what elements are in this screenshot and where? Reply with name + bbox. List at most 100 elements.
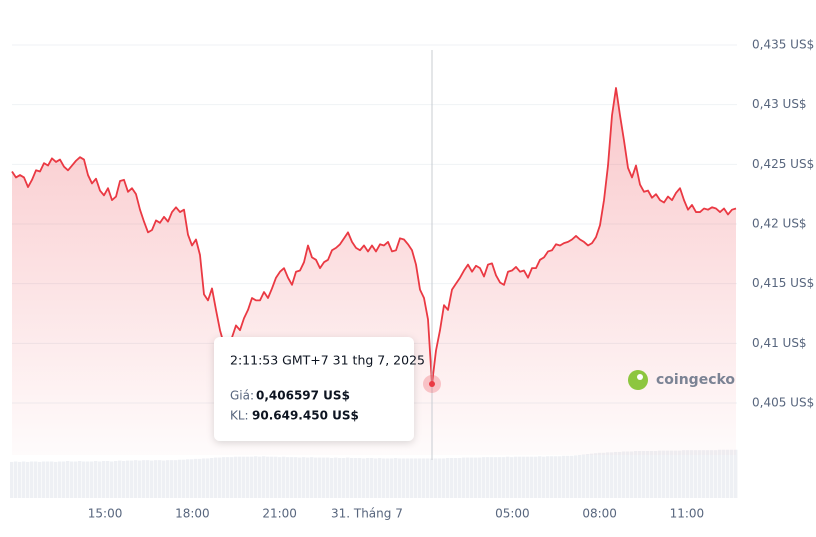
volume-bar <box>142 460 146 498</box>
volume-bar <box>366 458 370 498</box>
volume-bar <box>690 450 694 498</box>
volume-bar <box>194 458 198 498</box>
volume-bar <box>254 456 258 498</box>
volume-bar <box>630 451 634 498</box>
x-tick-label: 08:00 <box>582 507 617 521</box>
volume-bar <box>82 461 86 498</box>
volume-bar <box>282 456 286 498</box>
volume-bar <box>434 458 438 498</box>
volume-bar <box>554 456 558 498</box>
volume-bar <box>250 456 254 498</box>
volume-bar <box>374 458 378 498</box>
volume-bar <box>114 461 118 498</box>
tooltip-price-label: Giá: <box>230 389 254 403</box>
volume-bar <box>290 457 294 498</box>
volume-bar <box>270 456 274 498</box>
volume-bar <box>202 458 206 498</box>
volume-bar <box>130 460 134 498</box>
volume-bar <box>450 458 454 498</box>
volume-bar <box>622 451 626 498</box>
plot <box>11 50 737 460</box>
volume-bar <box>454 458 458 498</box>
volume-bar <box>438 458 442 498</box>
volume-bar <box>34 461 38 498</box>
volume-bar <box>338 458 342 498</box>
volume-bar <box>618 451 622 498</box>
y-tick-label: 0,415 US$ <box>752 276 814 290</box>
volume-bar <box>706 450 710 498</box>
x-tick-label: 11:00 <box>670 507 705 521</box>
volume-bar <box>286 457 290 498</box>
volume-bar <box>178 459 182 498</box>
volume-bar <box>102 461 106 498</box>
volume-bar <box>638 451 642 498</box>
volume-bar <box>710 450 714 498</box>
volume-bar <box>70 461 74 498</box>
volume-bar <box>642 451 646 498</box>
logo-eye <box>637 374 643 380</box>
x-tick-label: 15:00 <box>88 507 123 521</box>
volume-bar <box>522 456 526 498</box>
x-tick-label: 05:00 <box>495 507 530 521</box>
volume-bar <box>506 456 510 498</box>
volume-bar <box>22 461 26 498</box>
volume-bar <box>546 456 550 498</box>
volume-bar <box>198 458 202 498</box>
volume-bar <box>718 449 722 498</box>
volume-bar <box>670 450 674 498</box>
volume-bar <box>558 456 562 498</box>
area <box>12 87 736 456</box>
volume-bar <box>446 458 450 498</box>
volume-bar <box>38 461 42 498</box>
volume-bar <box>154 460 158 498</box>
watermark-text: coingecko <box>656 372 735 388</box>
volume-bar <box>470 457 474 498</box>
volume-bar <box>394 458 398 498</box>
volume-bar <box>490 457 494 498</box>
volume-bar <box>650 451 654 498</box>
volume-bar <box>726 449 730 498</box>
volume-bar <box>686 450 690 498</box>
volume-bar <box>14 461 18 498</box>
hover-point <box>429 380 435 387</box>
volume-bar <box>678 450 682 498</box>
volume-bar <box>370 458 374 498</box>
y-tick-label: 0,41 US$ <box>752 336 807 350</box>
volume-bar <box>334 457 338 498</box>
volume-bar <box>566 455 570 498</box>
volume-bar <box>118 460 122 498</box>
volume-bar <box>510 457 514 498</box>
volume-bar <box>538 456 542 498</box>
volume-bar <box>586 454 590 498</box>
volume-bar <box>654 451 658 498</box>
volume-bar <box>310 457 314 498</box>
volume-bar <box>358 458 362 498</box>
volume-bar <box>174 460 178 498</box>
volume-bar <box>322 457 326 498</box>
tooltip-box <box>214 337 414 441</box>
volume-bar <box>42 461 46 498</box>
y-tick-label: 0,425 US$ <box>752 157 814 171</box>
volume-bar <box>182 459 186 498</box>
volume-bar <box>730 449 734 498</box>
volume-bar <box>714 450 718 498</box>
volume-bar <box>594 453 598 498</box>
volume-bar <box>206 458 210 498</box>
x-tick-label: 21:00 <box>262 507 297 521</box>
volume-bar <box>362 458 366 498</box>
volume-bar <box>502 457 506 498</box>
volume-bar <box>294 457 298 498</box>
volume-bar <box>458 458 462 498</box>
volume-bar <box>602 452 606 498</box>
volume-bar <box>674 450 678 498</box>
volume-bar <box>314 457 318 498</box>
volume-bar <box>134 460 138 498</box>
volume-bar <box>238 456 242 498</box>
volume-bar <box>274 456 278 498</box>
volume-bar <box>90 461 94 498</box>
x-tick-label: 31. Tháng 7 <box>331 507 403 521</box>
volume-bars <box>10 449 738 498</box>
volume-bar <box>190 459 194 498</box>
volume-bar <box>26 461 30 498</box>
